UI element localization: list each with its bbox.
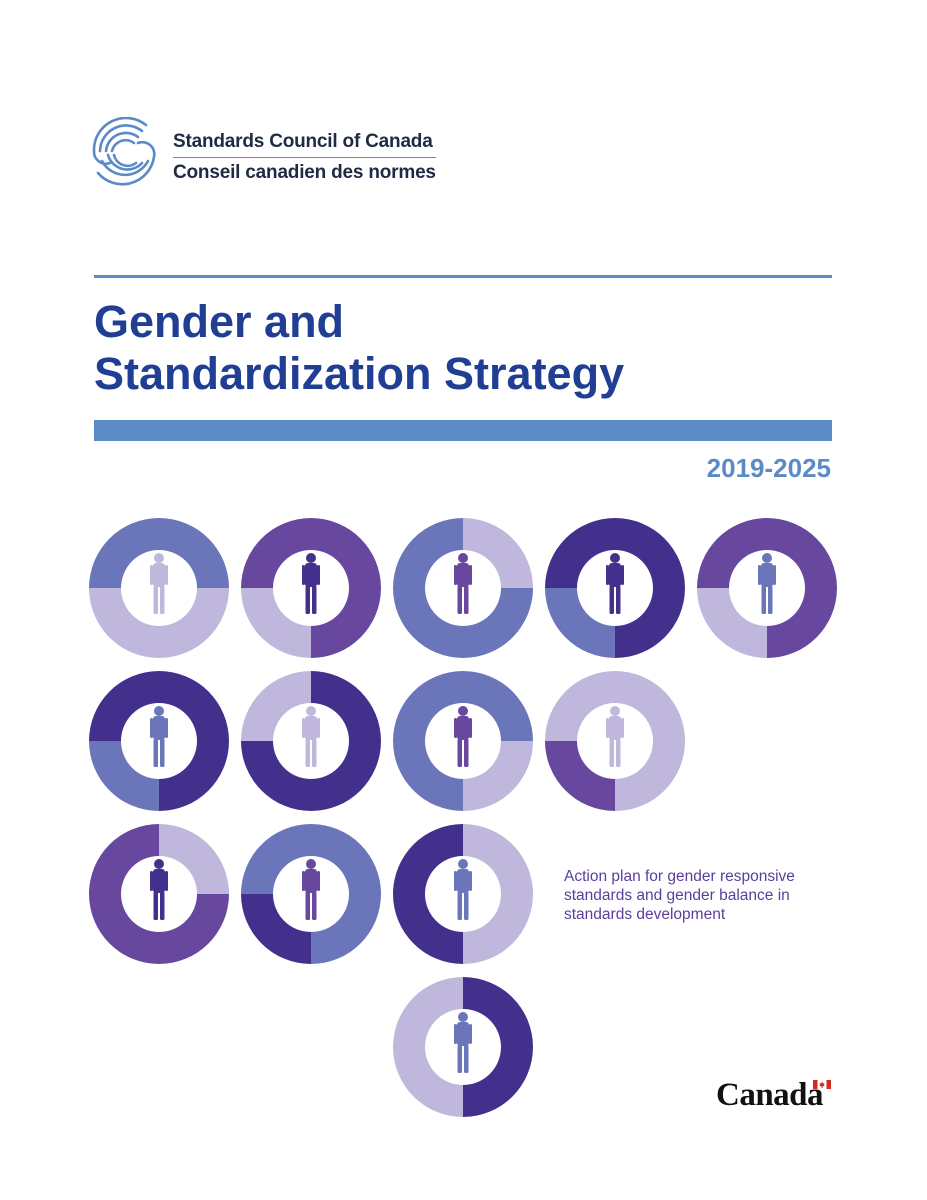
person-silhouette-icon (150, 553, 168, 614)
person-silhouette-icon (606, 706, 624, 767)
canada-wordmark: Canada (716, 1077, 824, 1113)
donut-segment (545, 518, 615, 588)
donut-segment (89, 588, 159, 658)
donut-segment (463, 894, 533, 964)
tagline-line-2: standards and gender balance in (564, 887, 790, 904)
tagline: Action plan for gender responsive standa… (564, 867, 834, 924)
donut-segment (393, 588, 463, 658)
person-silhouette-icon (302, 859, 320, 920)
tagline-line-1: Action plan for gender responsive (564, 868, 795, 885)
organization-divider (173, 157, 436, 158)
donut-segment (697, 588, 767, 658)
donut-2 (241, 518, 381, 658)
year-range: 2019-2025 (706, 453, 831, 483)
donut-segment (241, 671, 311, 741)
donut-segment (463, 588, 533, 658)
person-silhouette-icon (454, 553, 472, 614)
donut-segment (393, 671, 463, 741)
tagline-line-3: standards development (564, 906, 726, 923)
donut-9 (545, 671, 685, 811)
donut-segment (615, 741, 685, 811)
donut-11 (241, 824, 381, 964)
donut-6 (89, 671, 229, 811)
donut-5 (697, 518, 837, 658)
donut-segment (767, 588, 837, 658)
donut-4 (545, 518, 685, 658)
person-silhouette-icon (150, 859, 168, 920)
donut-segment (159, 741, 229, 811)
title-line-1: Gender and (94, 296, 345, 347)
donut-segment (311, 824, 381, 894)
person-silhouette-icon (302, 553, 320, 614)
canada-flag-icon (813, 1080, 831, 1089)
person-silhouette-icon (150, 706, 168, 767)
donut-12 (393, 824, 533, 964)
donut-segment (159, 518, 229, 588)
donut-segment (697, 518, 767, 588)
donut-segment (89, 741, 159, 811)
donut-segment (463, 824, 533, 894)
donut-segment (241, 588, 311, 658)
donut-segment (241, 518, 311, 588)
scc-swirl-logo-icon (92, 117, 156, 186)
donut-segment (393, 741, 463, 811)
donut-segment (393, 1047, 463, 1117)
donut-segment (393, 977, 463, 1047)
donut-segment (89, 671, 159, 741)
organization-name-fr: Conseil canadien des normes (173, 162, 436, 183)
person-silhouette-icon (454, 706, 472, 767)
donut-segment (89, 894, 159, 964)
donut-segment (615, 671, 685, 741)
title-line-2: Standardization Strategy (94, 348, 625, 399)
donut-segment (159, 588, 229, 658)
donut-segment (89, 518, 159, 588)
donut-segment (311, 518, 381, 588)
donut-segment (545, 741, 615, 811)
donut-segment (159, 824, 229, 894)
donut-segment (311, 894, 381, 964)
donut-1 (89, 518, 229, 658)
person-silhouette-icon (758, 553, 776, 614)
donut-segment (463, 518, 533, 588)
donut-segment (159, 894, 229, 964)
donut-segment (159, 671, 229, 741)
donut-segment (241, 741, 311, 811)
person-silhouette-icon (302, 706, 320, 767)
person-silhouette-icon (454, 1012, 472, 1073)
donut-segment (767, 518, 837, 588)
person-silhouette-icon (454, 859, 472, 920)
donut-segment (393, 894, 463, 964)
donut-8 (393, 671, 533, 811)
donut-segment (241, 824, 311, 894)
document-title: Gender and Standardization Strategy (94, 296, 624, 400)
donut-7 (241, 671, 381, 811)
title-bar (94, 420, 832, 441)
donut-segment (311, 588, 381, 658)
donut-segment (89, 824, 159, 894)
donut-segment (311, 741, 381, 811)
donut-segment (241, 894, 311, 964)
donut-segment (545, 671, 615, 741)
donut-segment (615, 588, 685, 658)
donut-3 (393, 518, 533, 658)
person-silhouette-icon (606, 553, 624, 614)
donut-segment (311, 671, 381, 741)
donut-segment (463, 741, 533, 811)
top-divider (94, 275, 832, 278)
donut-segment (615, 518, 685, 588)
donut-segment (463, 671, 533, 741)
donut-segment (393, 518, 463, 588)
donut-segment (545, 588, 615, 658)
donut-13 (393, 977, 533, 1117)
donut-10 (89, 824, 229, 964)
donut-segment (393, 824, 463, 894)
donut-segment (463, 1047, 533, 1117)
donut-segment (463, 977, 533, 1047)
organization-name-en: Standards Council of Canada (173, 131, 433, 152)
